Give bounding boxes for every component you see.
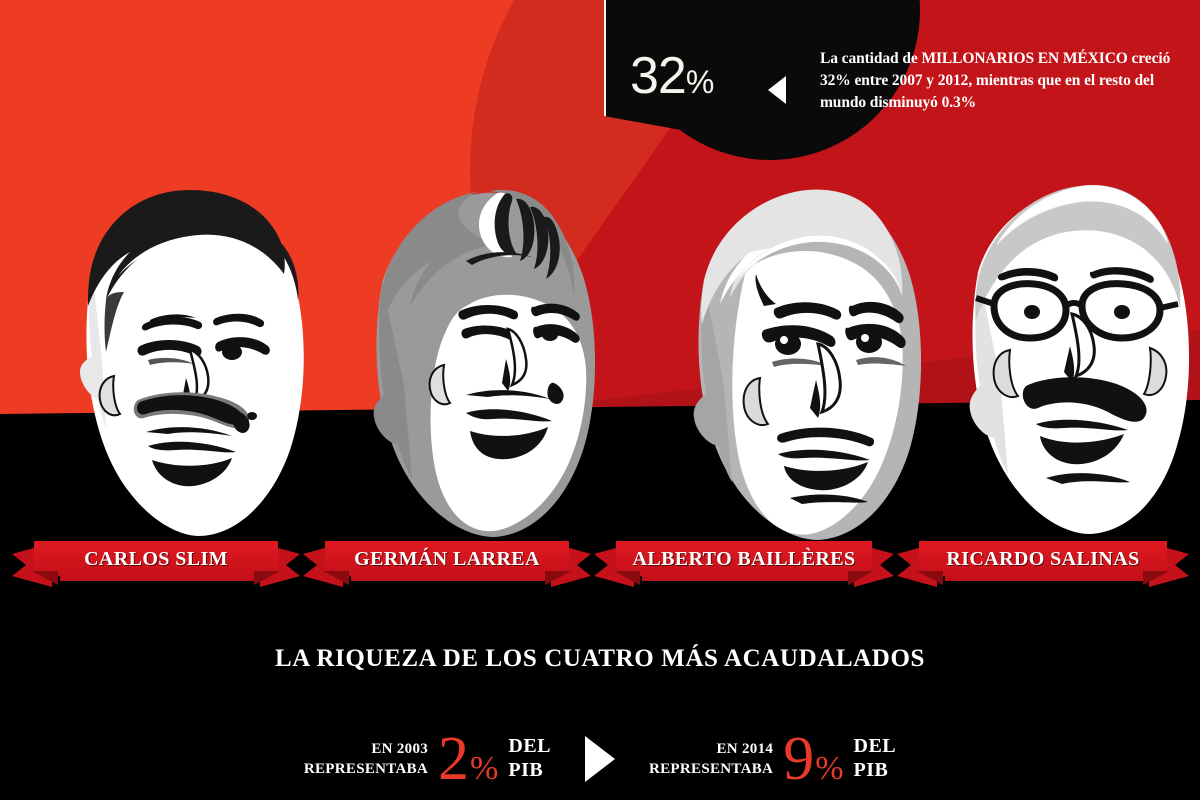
ribbon-band — [919, 541, 1167, 581]
stat-2003-unit-line2: PIB — [508, 759, 544, 781]
portrait-german-larrea — [348, 155, 628, 540]
ribbon-band — [616, 541, 872, 581]
stat-2014-symbol: % — [815, 749, 844, 787]
stat-2014: EN 2014 REPRESENTABA 9% DEL PIB — [649, 724, 897, 793]
page-title: LA RIQUEZA DE LOS CUATRO MÁS ACAUDALADOS — [274, 645, 926, 672]
stat-2003-label: EN 2003 REPRESENTABA — [304, 739, 428, 780]
portrait-carlos-slim — [40, 150, 330, 540]
stat-2003: EN 2003 REPRESENTABA 2% DEL PIB — [304, 724, 551, 793]
stat-2003-number: 2 — [438, 724, 470, 793]
stat-2014-unit-line1: DEL — [853, 735, 897, 758]
stat-2003-unit: DEL PIB — [508, 735, 551, 782]
name-banner-carlos-slim[interactable]: CARLOS SLIM — [12, 541, 300, 587]
stat-2014-number: 9 — [783, 724, 815, 793]
name-banner-label: CARLOS SLIM — [84, 548, 228, 570]
stat-2014-line1: EN 2014 — [716, 740, 774, 757]
stat-2003-line1: EN 2003 — [371, 740, 429, 757]
stat-2014-unit: DEL PIB — [854, 735, 897, 782]
triangle-left-icon — [768, 76, 786, 104]
name-banner-label: RICARDO SALINAS — [946, 548, 1140, 570]
name-banner-german-larrea[interactable]: GERMÁN LARREA — [303, 541, 591, 587]
name-banner-label: GERMÁN LARREA — [354, 548, 540, 570]
triangle-right-icon — [585, 736, 615, 782]
stat-2003-line2: REPRESENTABA — [303, 761, 429, 777]
stat-2014-value: 9% — [783, 724, 844, 793]
callout-description-text: La cantidad de MILLONARIOS EN MÉXICO cre… — [820, 50, 1171, 111]
ribbon-band — [325, 541, 569, 581]
callout-percent-value: 32% — [630, 47, 714, 105]
stat-2014-line2: REPRESENTABA — [649, 761, 774, 777]
portrait-ricardo-salinas — [950, 148, 1200, 538]
name-banner-label: ALBERTO BAILLÈRES — [632, 548, 856, 570]
stat-2014-label: EN 2014 REPRESENTABA — [649, 739, 773, 780]
stat-2003-symbol: % — [470, 749, 499, 787]
stat-2014-unit-line2: PIB — [853, 759, 889, 781]
name-banner-alberto-bailleres[interactable]: ALBERTO BAILLÈRES — [594, 541, 894, 587]
stat-2003-unit-line1: DEL — [508, 735, 551, 758]
stats-row: EN 2003 REPRESENTABA 2% DEL PIB EN 2014 … — [0, 718, 1200, 800]
portrait-alberto-bailleres — [660, 148, 950, 543]
name-banner-ricardo-salinas[interactable]: RICARDO SALINAS — [897, 541, 1189, 587]
callout-percent-number: 32 — [630, 47, 687, 105]
name-banner-row: CARLOS SLIM GERMÁN LARREA ALBERTO BAILLÈ… — [0, 541, 1200, 599]
ribbon-band — [34, 541, 278, 581]
stat-2003-value: 2% — [438, 724, 499, 793]
callout-percent-symbol: % — [685, 64, 714, 100]
